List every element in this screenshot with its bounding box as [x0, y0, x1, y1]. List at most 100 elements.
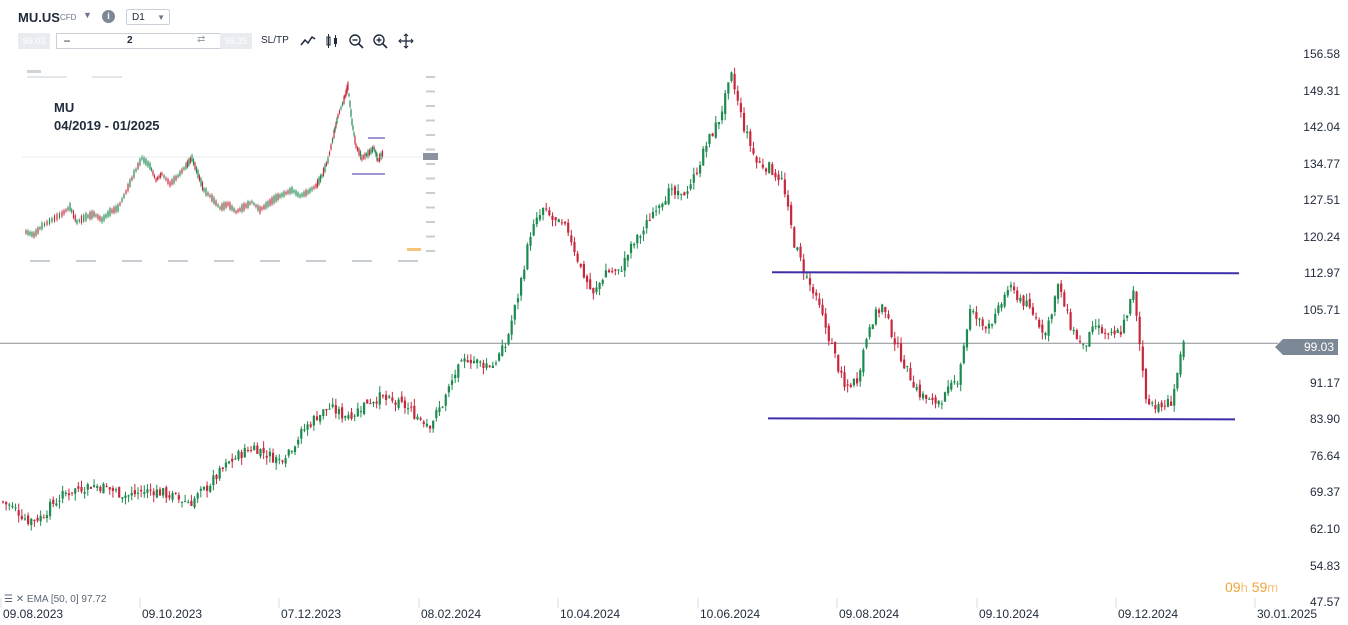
chevron-down-icon[interactable]: ▼ — [83, 10, 92, 20]
candle-body — [378, 392, 381, 405]
y-tick-label: 105.71 — [1303, 302, 1340, 317]
info-icon[interactable]: i — [102, 10, 115, 23]
inset-x-tick — [122, 260, 142, 262]
line-chart-icon[interactable] — [300, 33, 316, 49]
inset-candle-body — [131, 176, 133, 181]
candle-body — [218, 468, 221, 479]
candle-body — [903, 359, 906, 369]
inset-timer — [407, 248, 421, 251]
inset-candle-body — [259, 206, 261, 214]
indicator-legend: ☰ ✕ EMA [50, 0] 97.72 — [4, 594, 106, 605]
inset-candle-body — [324, 164, 326, 172]
candle-body — [1041, 324, 1044, 333]
candle-body — [959, 364, 962, 385]
inset-candle-body — [119, 202, 121, 206]
quantity-value[interactable]: 2 — [127, 35, 133, 46]
move-icon[interactable] — [398, 33, 414, 49]
candle-body — [768, 162, 771, 173]
inset-candle-body — [97, 214, 99, 220]
candle-body — [670, 188, 673, 190]
candle-body — [224, 462, 228, 468]
candle-body — [1025, 300, 1028, 307]
candle-body — [557, 219, 560, 223]
inset-candle-body — [169, 181, 171, 187]
swap-icon[interactable]: ⇄ — [197, 34, 206, 45]
close-icon[interactable]: ✕ — [15, 594, 25, 605]
candle-body — [874, 309, 878, 325]
inset-candle-body — [111, 209, 113, 213]
quantity-stepper[interactable]: − 2 ⇄ + — [56, 33, 234, 49]
candle-body — [36, 517, 39, 521]
indicator-list-icon[interactable]: ☰ — [4, 594, 13, 605]
candle-body — [1091, 326, 1094, 333]
candle-body — [585, 276, 589, 283]
candle-body — [629, 243, 633, 254]
timeframe-select[interactable]: D1 ▼ — [126, 9, 170, 25]
candle-body — [677, 190, 680, 196]
candle-chart-icon[interactable] — [324, 33, 340, 49]
candle-body — [391, 397, 394, 401]
candle-body — [74, 488, 77, 494]
candle-body — [607, 270, 611, 273]
candle-body — [651, 211, 655, 219]
sell-price-button[interactable]: 99.03 — [18, 33, 50, 49]
candle-body — [406, 408, 410, 410]
inset-candle-body — [91, 210, 93, 219]
inset-candle-body — [145, 158, 147, 166]
candle-body — [1031, 307, 1035, 315]
inset-candle-body — [46, 221, 48, 225]
inset-candle-body — [338, 110, 341, 114]
zoom-out-icon[interactable] — [348, 33, 364, 49]
candle-body — [1173, 388, 1176, 406]
zoom-in-icon[interactable] — [372, 33, 388, 49]
y-tick-label: 54.83 — [1309, 558, 1340, 573]
inset-x-tick — [30, 260, 50, 262]
inset-candle-body — [191, 154, 193, 162]
candle-body — [328, 408, 331, 410]
candle-body — [689, 184, 692, 189]
candle-body — [720, 111, 724, 121]
candle-body — [209, 485, 212, 492]
candle-body — [344, 416, 347, 418]
buy-price-button[interactable]: 99.35 — [220, 33, 252, 49]
candle-body — [730, 72, 733, 81]
candle-body — [950, 382, 953, 390]
candle-body — [227, 461, 231, 464]
candle-body — [573, 241, 576, 253]
inset-candle-body — [37, 227, 39, 234]
candle-body — [1141, 346, 1144, 371]
candle-body — [485, 363, 488, 368]
candle-body — [909, 367, 912, 381]
inset-x-tick — [306, 260, 326, 262]
candle-body — [30, 519, 33, 526]
candle-body — [27, 515, 30, 525]
inset-candle-body — [345, 90, 347, 96]
candle-body — [1119, 331, 1122, 335]
candle-body — [830, 343, 834, 345]
inset-candle-body — [275, 194, 277, 202]
candle-body — [661, 203, 664, 208]
sltp-button[interactable]: SL/TP — [261, 35, 289, 46]
candle-body — [372, 401, 375, 404]
candle-body — [240, 452, 243, 459]
inset-candle-body — [143, 156, 145, 164]
inset-candle-body — [321, 174, 323, 178]
inset-candle-body — [41, 222, 43, 230]
symbol-label[interactable]: MU.US — [18, 10, 60, 25]
decrease-button[interactable]: − — [63, 34, 71, 48]
candle-body — [400, 396, 403, 402]
inset-candle-body — [103, 215, 105, 221]
candle-body — [271, 452, 275, 463]
candle-body — [196, 493, 199, 499]
inset-candle-body — [223, 202, 225, 210]
candle-body — [425, 423, 428, 427]
candle-body — [215, 474, 218, 480]
candle-body — [146, 489, 149, 493]
inset-candle-body — [219, 206, 221, 210]
candle-body — [799, 246, 802, 258]
inset-candle-body — [177, 174, 179, 178]
candle-body — [648, 220, 651, 222]
candle-body — [105, 486, 108, 488]
inset-x-tick — [260, 260, 280, 262]
candle-body — [724, 93, 727, 114]
